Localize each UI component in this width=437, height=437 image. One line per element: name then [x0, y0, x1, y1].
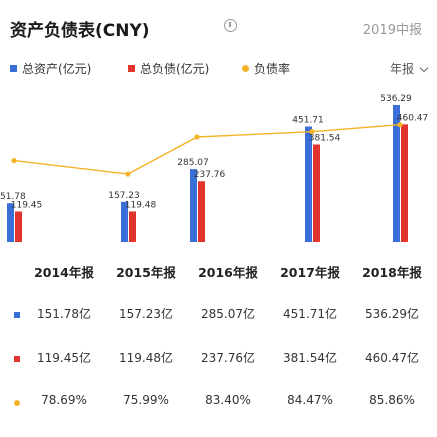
legend-swatch-assets	[10, 65, 17, 72]
table-header-cell: 2017年报	[280, 265, 340, 280]
table-row-liabilities: 119.45亿 119.48亿 237.76亿 381.54亿 460.47亿	[0, 349, 437, 373]
table-header-cell: 2015年报	[116, 265, 176, 280]
legend-label-liabilities: 总负债(亿元)	[140, 62, 210, 76]
bar-assets	[190, 169, 197, 242]
table-cell: 237.76亿	[201, 351, 255, 365]
table-header-cell: 2014年报	[34, 265, 94, 280]
data-label-assets: 285.07	[177, 158, 209, 168]
data-label-assets: 536.29	[380, 94, 412, 104]
bar-liabilities	[129, 211, 136, 242]
table-cell: 75.99%	[123, 393, 169, 407]
table-cell: 381.54亿	[283, 351, 337, 365]
ratio-point	[11, 157, 17, 164]
table-cell: 285.07亿	[201, 307, 255, 321]
legend-label-assets: 总资产(亿元)	[22, 62, 92, 76]
bar-assets	[7, 203, 14, 242]
bar-liabilities	[198, 181, 205, 242]
data-label-liabilities: 119.48	[125, 200, 157, 210]
table-cell: 151.78亿	[37, 307, 91, 321]
bar-assets	[121, 201, 128, 242]
data-label-liabilities: 237.76	[194, 170, 226, 180]
year-select-label: 年报	[389, 62, 414, 76]
ratio-point	[194, 134, 200, 140]
row-marker-liabilities	[14, 356, 20, 362]
bar-liabilities	[401, 124, 408, 242]
chevron-down-icon	[419, 63, 429, 73]
ratio-point	[397, 122, 403, 128]
legend-item-ratio[interactable]: 负债率	[242, 60, 290, 77]
legend: 总资产(亿元) 总负债(亿元) 负债率	[10, 58, 430, 78]
table-cell: 119.48亿	[119, 351, 173, 365]
table-header-row: 2014年报 2015年报 2016年报 2017年报 2018年报	[0, 262, 437, 286]
year-select-dropdown[interactable]: 年报	[389, 60, 429, 77]
bar-assets	[305, 126, 312, 242]
table-cell: 157.23亿	[119, 307, 173, 321]
ratio-point	[309, 129, 315, 135]
legend-item-liabilities[interactable]: 总负债(亿元)	[128, 60, 209, 77]
data-label-assets: 451.71	[292, 116, 324, 126]
legend-swatch-liabilities	[128, 65, 135, 72]
info-icon[interactable]	[224, 19, 237, 32]
bar-assets	[393, 104, 400, 242]
legend-label-ratio: 负债率	[254, 62, 291, 76]
chart-title: 资产负债表(CNY)	[10, 21, 150, 41]
table-header-cell: 2018年报	[362, 265, 422, 280]
ratio-point	[125, 171, 131, 177]
data-label-liabilities: 460.47	[397, 113, 429, 123]
table-cell: 83.40%	[205, 393, 251, 407]
data-label-liabilities: 381.54	[309, 133, 341, 143]
legend-swatch-ratio	[242, 65, 249, 72]
table-cell: 451.71亿	[283, 307, 337, 321]
table-header-cell: 2016年报	[198, 265, 258, 280]
table-row-ratio: 78.69% 75.99% 83.40% 84.47% 85.86%	[0, 393, 437, 417]
table-cell: 536.29亿	[365, 307, 419, 321]
table-row-assets: 151.78亿 157.23亿 285.07亿 451.71亿 536.29亿	[0, 305, 437, 329]
row-marker-ratio	[14, 400, 20, 406]
period-label[interactable]: 2019中报	[362, 23, 422, 38]
chart-header: 资产负债表(CNY) 2019中报	[10, 10, 430, 44]
legend-item-assets[interactable]: 总资产(亿元)	[10, 60, 91, 77]
bar-liabilities	[15, 211, 22, 242]
table-cell: 84.47%	[287, 393, 333, 407]
table-cell: 460.47亿	[365, 351, 419, 365]
bar-liabilities	[313, 144, 320, 242]
table-cell: 78.69%	[41, 393, 87, 407]
table-cell: 85.86%	[369, 393, 415, 407]
data-label-liabilities: 119.45	[11, 200, 43, 210]
row-marker-assets	[14, 312, 20, 318]
data-label-assets: 151.78	[0, 192, 26, 202]
table-cell: 119.45亿	[37, 351, 91, 365]
data-label-assets: 157.23	[108, 191, 140, 201]
